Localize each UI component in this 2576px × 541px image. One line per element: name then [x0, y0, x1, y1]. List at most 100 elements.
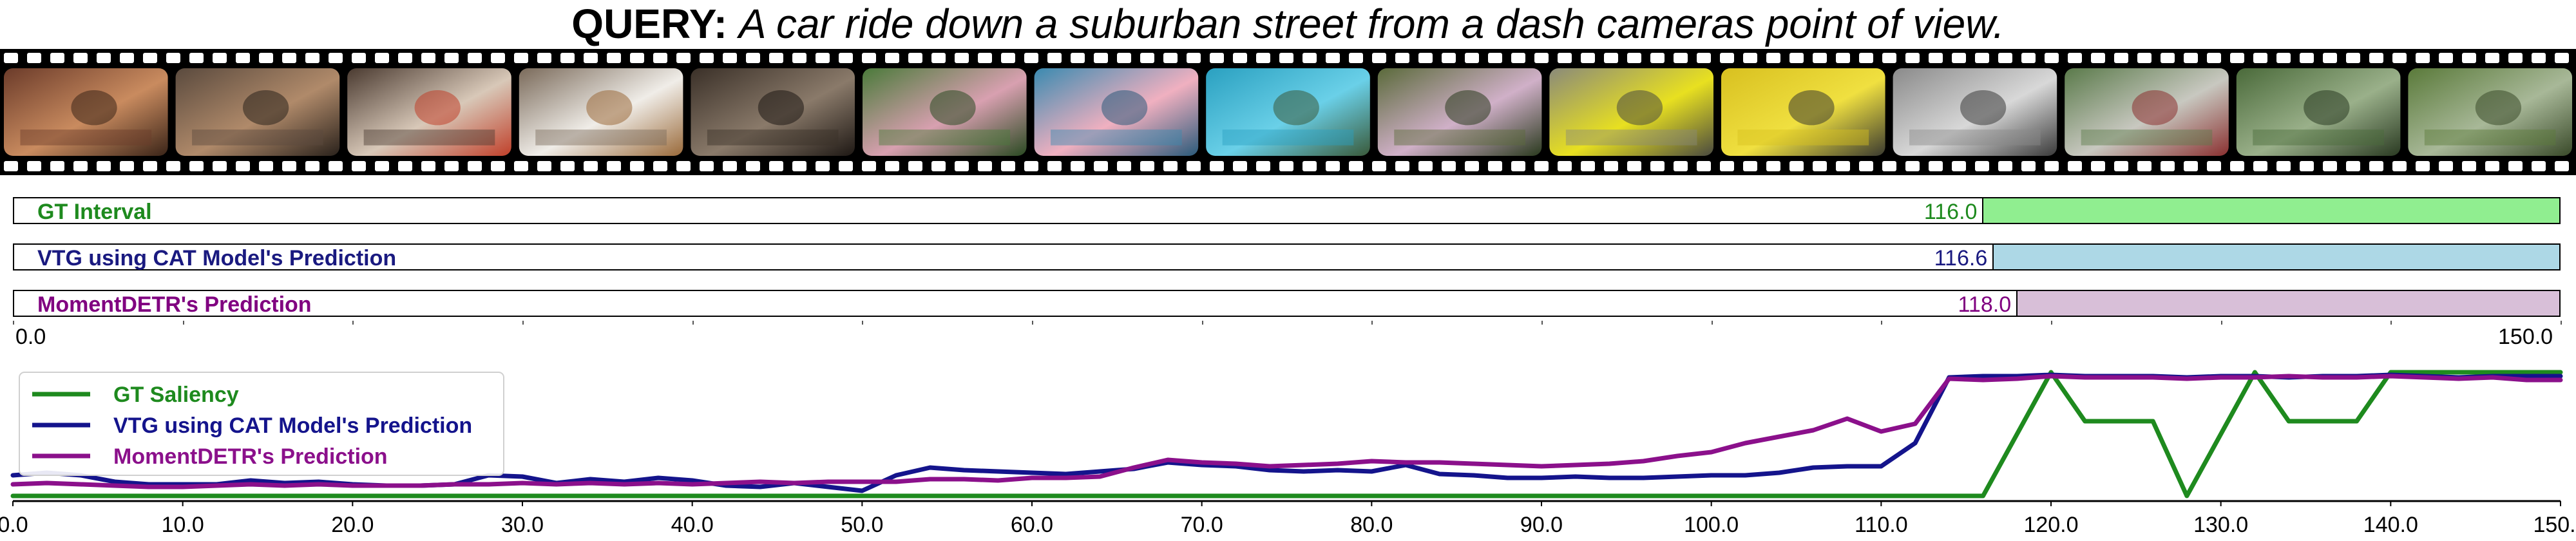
sprocket-hole [1372, 161, 1386, 171]
sprocket-hole [2184, 161, 2198, 171]
sprocket-hole [1674, 161, 1688, 171]
sprocket-hole [1163, 161, 1178, 171]
sprocket-hole [2253, 161, 2267, 171]
sprocket-hole [2416, 53, 2430, 63]
sprocket-hole [1813, 53, 1827, 63]
sprocket-hole [189, 161, 204, 171]
video-frame-5 [691, 68, 855, 156]
video-frame-2 [175, 68, 340, 156]
sprocket-hole [1210, 53, 1224, 63]
sprocket-hole [839, 161, 853, 171]
timeline-tick [182, 321, 184, 325]
x-tick-label: 30.0 [501, 513, 544, 537]
sprocket-hole [398, 161, 412, 171]
timeline-min-label: 0.0 [15, 325, 46, 349]
gt-interval-row: GT Interval 116.0 [13, 197, 2561, 224]
sprocket-hole [1998, 53, 2012, 63]
sprocket-hole [1859, 53, 1873, 63]
x-tick-label: 40.0 [671, 513, 714, 537]
sprocket-hole [444, 53, 459, 63]
sprocket-hole [2091, 161, 2105, 171]
timeline-tick [1711, 321, 1713, 325]
sprocket-hole [1233, 161, 1247, 171]
sprocket-hole [4, 53, 18, 63]
sprocket-hole [1975, 53, 1989, 63]
sprocket-hole [1766, 53, 1780, 63]
vtg-cat-prediction-start-value: 116.6 [1934, 246, 1988, 270]
video-frame-15 [2408, 68, 2572, 156]
sprocket-hole [1952, 53, 1966, 63]
sprocket-hole [1302, 53, 1317, 63]
sprocket-hole [213, 161, 227, 171]
momentdetr-prediction-row: MomentDETR's Prediction 118.0 [13, 290, 2561, 317]
sprocket-hole [2485, 161, 2499, 171]
sprocket-hole [236, 161, 250, 171]
sprocket-hole [607, 161, 621, 171]
sprocket-hole [2346, 53, 2360, 63]
sprocket-hole [862, 53, 876, 63]
legend-label: GT Saliency [113, 383, 239, 407]
sprocket-hole [700, 161, 714, 171]
timeline-tick [1881, 321, 1883, 325]
video-filmstrip [0, 49, 2576, 175]
sprocket-hole [1836, 161, 1850, 171]
sprocket-hole [2392, 161, 2407, 171]
sprocket-hole [1952, 161, 1966, 171]
sprocket-hole [143, 161, 157, 171]
sprocket-hole [723, 161, 737, 171]
sprocket-hole [375, 161, 389, 171]
sprocket-hole [816, 161, 830, 171]
sprocket-hole [1882, 53, 1896, 63]
sprocket-hole [1001, 161, 1015, 171]
x-tick-label: 20.0 [331, 513, 374, 537]
sprocket-hole [1813, 161, 1827, 171]
sprocket-hole [1766, 161, 1780, 171]
sprocket-hole [2137, 161, 2151, 171]
sprocket-hole [1047, 161, 1062, 171]
sprocket-hole [1349, 53, 1363, 63]
sprocket-hole [1604, 53, 1618, 63]
sprocket-hole [2045, 161, 2059, 171]
x-tick-label: 50.0 [841, 513, 883, 537]
x-tick-label: 70.0 [1181, 513, 1223, 537]
sprocket-hole [1047, 53, 1062, 63]
sprocket-hole [2114, 161, 2128, 171]
x-tick-label: 110.0 [1855, 513, 1908, 537]
sprocket-hole [1256, 53, 1270, 63]
sprocket-hole [2439, 161, 2453, 171]
sprocket-hole [1720, 53, 1734, 63]
sprocket-hole [1905, 53, 1920, 63]
sprocket-hole [2161, 161, 2175, 171]
sprocket-hole [1511, 53, 1525, 63]
sprocket-hole [1581, 161, 1595, 171]
sprocket-hole [2439, 53, 2453, 63]
momentdetr-prediction-start-value: 118.0 [1958, 292, 2012, 317]
sprocket-hole [1558, 161, 1572, 171]
sprocket-hole [2091, 53, 2105, 63]
sprocket-hole [1395, 53, 1409, 63]
saliency-line-chart: 0.0 10.0 20.0 30.0 40.0 50.0 60.0 70.0 80.0 90.0 1… [0, 370, 2576, 537]
series-line-1 [10, 370, 2563, 498]
sprocket-hole [329, 161, 343, 171]
sprocket-hole [73, 161, 88, 171]
timeline-tick [1032, 321, 1033, 325]
timeline-tick [1541, 321, 1543, 325]
sprocket-hole [885, 161, 899, 171]
sprocket-hole [2137, 53, 2151, 63]
sprocket-hole [2416, 161, 2430, 171]
sprocket-hole [1929, 161, 1943, 171]
sprocket-hole [2045, 53, 2059, 63]
sprocket-hole [1627, 161, 1641, 171]
sprocket-hole [2369, 161, 2383, 171]
query-caption: QUERY: A car ride down a suburban street… [0, 0, 2576, 48]
legend-label: MomentDETR's Prediction [113, 444, 388, 469]
sprocket-hole [305, 53, 320, 63]
sprocket-hole [2555, 161, 2569, 171]
sprocket-hole [1465, 53, 1479, 63]
sprocket-hole [2323, 53, 2337, 63]
timeline-tick [13, 321, 14, 325]
sprocket-hole [236, 53, 250, 63]
sprocket-hole [1905, 161, 1920, 171]
sprocket-hole [978, 53, 992, 63]
sprocket-hole [514, 161, 528, 171]
